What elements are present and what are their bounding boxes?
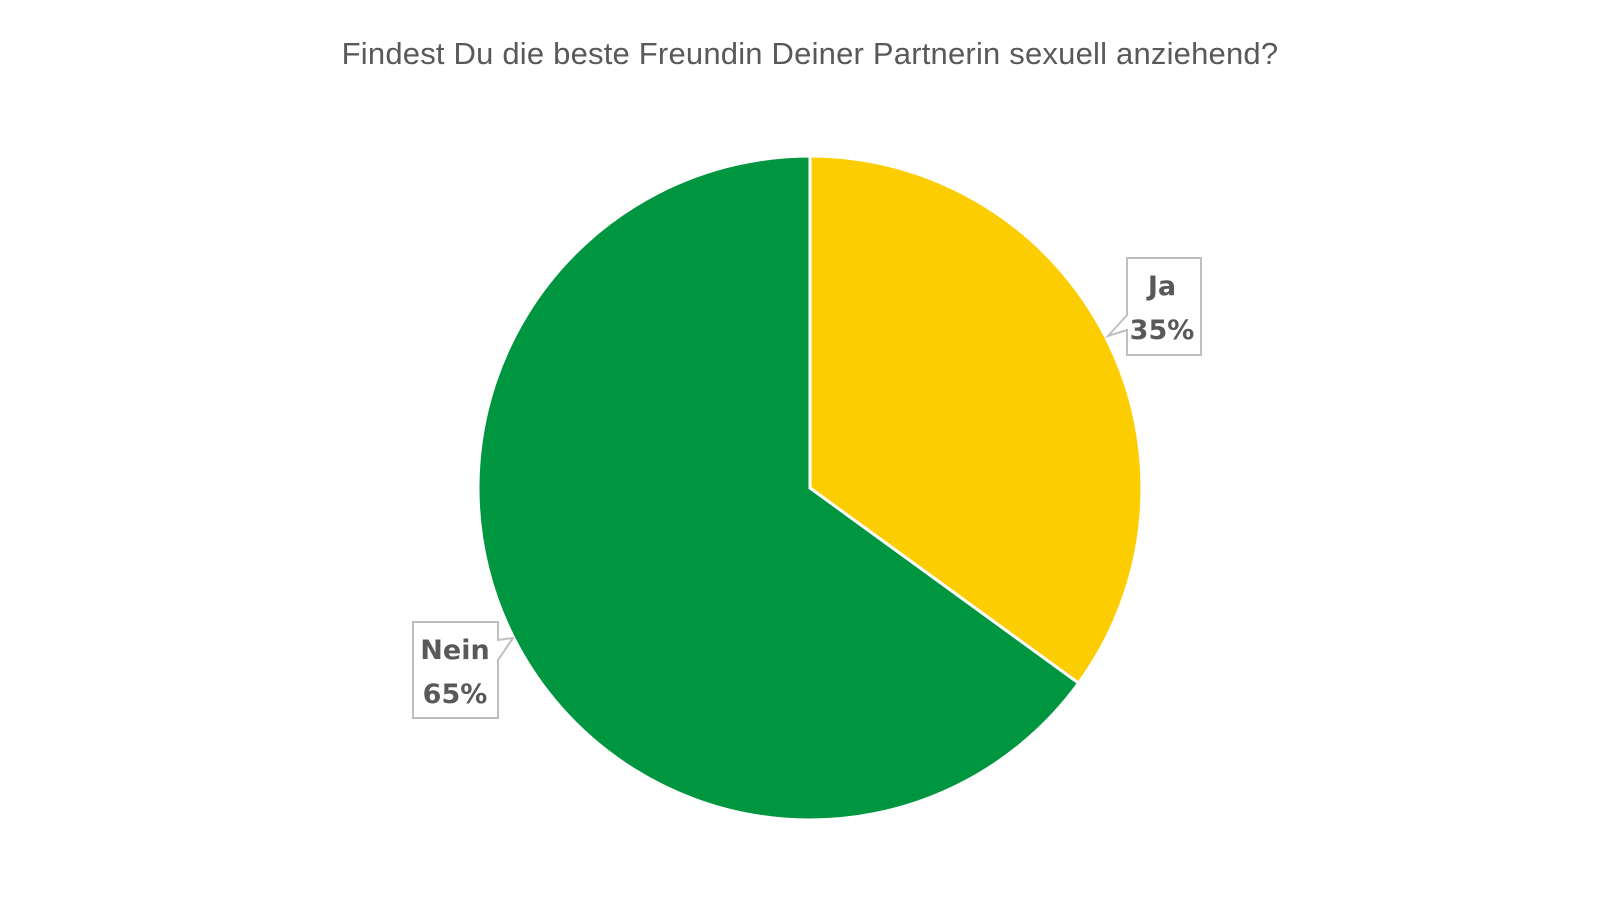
callout-nein: Nein 65% (412, 621, 516, 719)
pie-slice-nein (476, 154, 1081, 822)
label-ja-pct: 35% (1130, 315, 1195, 346)
pie-slices (476, 154, 1144, 822)
label-ja-name: Ja (1146, 271, 1176, 302)
label-nein-pct: 65% (423, 679, 488, 710)
label-nein-name: Nein (420, 635, 489, 666)
callout-ja: Ja 35% (1104, 257, 1202, 356)
chart-title: Findest Du die beste Freundin Deiner Par… (341, 36, 1279, 71)
